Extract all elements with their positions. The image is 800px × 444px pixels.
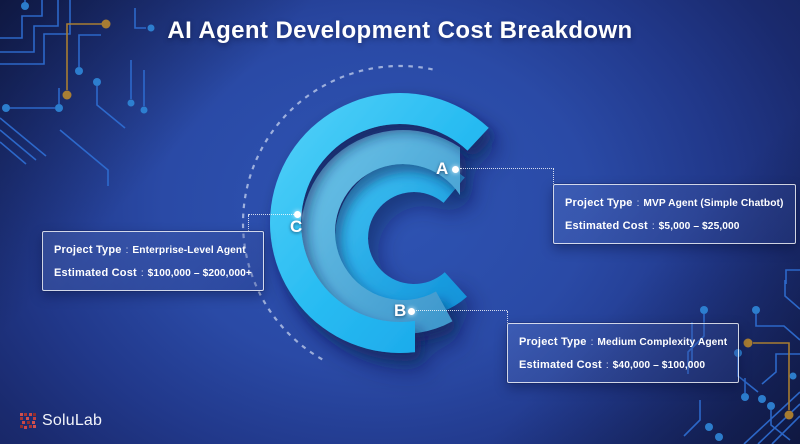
estimated-cost-label: Estimated Cost	[54, 267, 137, 279]
callout-c-cost-row: Estimated Cost: $100,000 – $200,000+	[54, 267, 252, 279]
arc-c-outer-ring	[270, 92, 489, 353]
callout-box-b: Project Type: Medium Complexity Agent Est…	[507, 323, 740, 383]
project-type-label: Project Type	[519, 336, 587, 348]
project-type-label: Project Type	[54, 244, 122, 256]
project-type-value: Medium Complexity Agent	[597, 337, 728, 348]
project-type-value: MVP Agent (Simple Chatbot)	[643, 198, 784, 209]
marker-dot-b	[408, 308, 415, 315]
callout-b-project-row: Project Type: Medium Complexity Agent	[519, 336, 728, 348]
estimated-cost-value: $100,000 – $200,000+	[147, 268, 252, 279]
marker-letter-b: B	[394, 301, 407, 320]
estimated-cost-label: Estimated Cost	[565, 220, 648, 232]
arc-b-middle-ring	[300, 129, 460, 334]
callout-box-c: Project Type: Enterprise-Level Agent Esti…	[42, 231, 264, 291]
circuit-traces-bottom-right	[683, 269, 800, 444]
marker-letter-c: C	[290, 217, 303, 236]
circuit-traces-gold	[66, 23, 102, 90]
dashed-orbit-arc	[241, 64, 433, 363]
callout-c-project-row: Project Type: Enterprise-Level Agent	[54, 244, 246, 256]
nested-arcs-group	[270, 92, 489, 353]
leader-line-b	[416, 310, 507, 311]
circuit-nodes-blue	[700, 306, 797, 441]
solulab-logo-icon	[20, 413, 36, 429]
circuit-nodes-gold	[62, 19, 111, 100]
circuit-traces-gold	[753, 342, 790, 410]
leader-line-a	[460, 168, 554, 169]
marker-dot-a	[452, 166, 459, 173]
leader-line-a-drop	[553, 169, 554, 184]
marker-letter-a: A	[436, 159, 449, 178]
estimated-cost-value: $40,000 – $100,000	[612, 360, 706, 371]
leader-line-c-drop	[248, 215, 249, 231]
project-type-label: Project Type	[565, 197, 633, 209]
callout-box-a: Project Type: MVP Agent (Simple Chatbot) …	[553, 184, 796, 244]
callout-b-cost-row: Estimated Cost: $40,000 – $100,000	[519, 359, 706, 371]
estimated-cost-label: Estimated Cost	[519, 359, 602, 371]
callout-a-cost-row: Estimated Cost: $5,000 – $25,000	[565, 220, 740, 232]
brand-lockup: SoluLab	[20, 412, 102, 430]
arc-a-inner-ring	[335, 159, 467, 318]
brand-name: SoluLab	[42, 412, 103, 429]
circuit-nodes-gold	[743, 338, 794, 420]
callout-a-project-row: Project Type: MVP Agent (Simple Chatbot)	[565, 197, 784, 209]
page-title: AI Agent Development Cost Breakdown	[167, 17, 633, 44]
marker-dot-c	[294, 211, 301, 218]
project-type-value: Enterprise-Level Agent	[132, 245, 246, 256]
circuit-traces-top-left	[0, 0, 155, 186]
circuit-nodes-blue	[2, 2, 155, 114]
estimated-cost-value: $5,000 – $25,000	[658, 221, 740, 232]
leader-line-b-drop	[507, 311, 508, 323]
leader-line-c	[248, 214, 294, 215]
